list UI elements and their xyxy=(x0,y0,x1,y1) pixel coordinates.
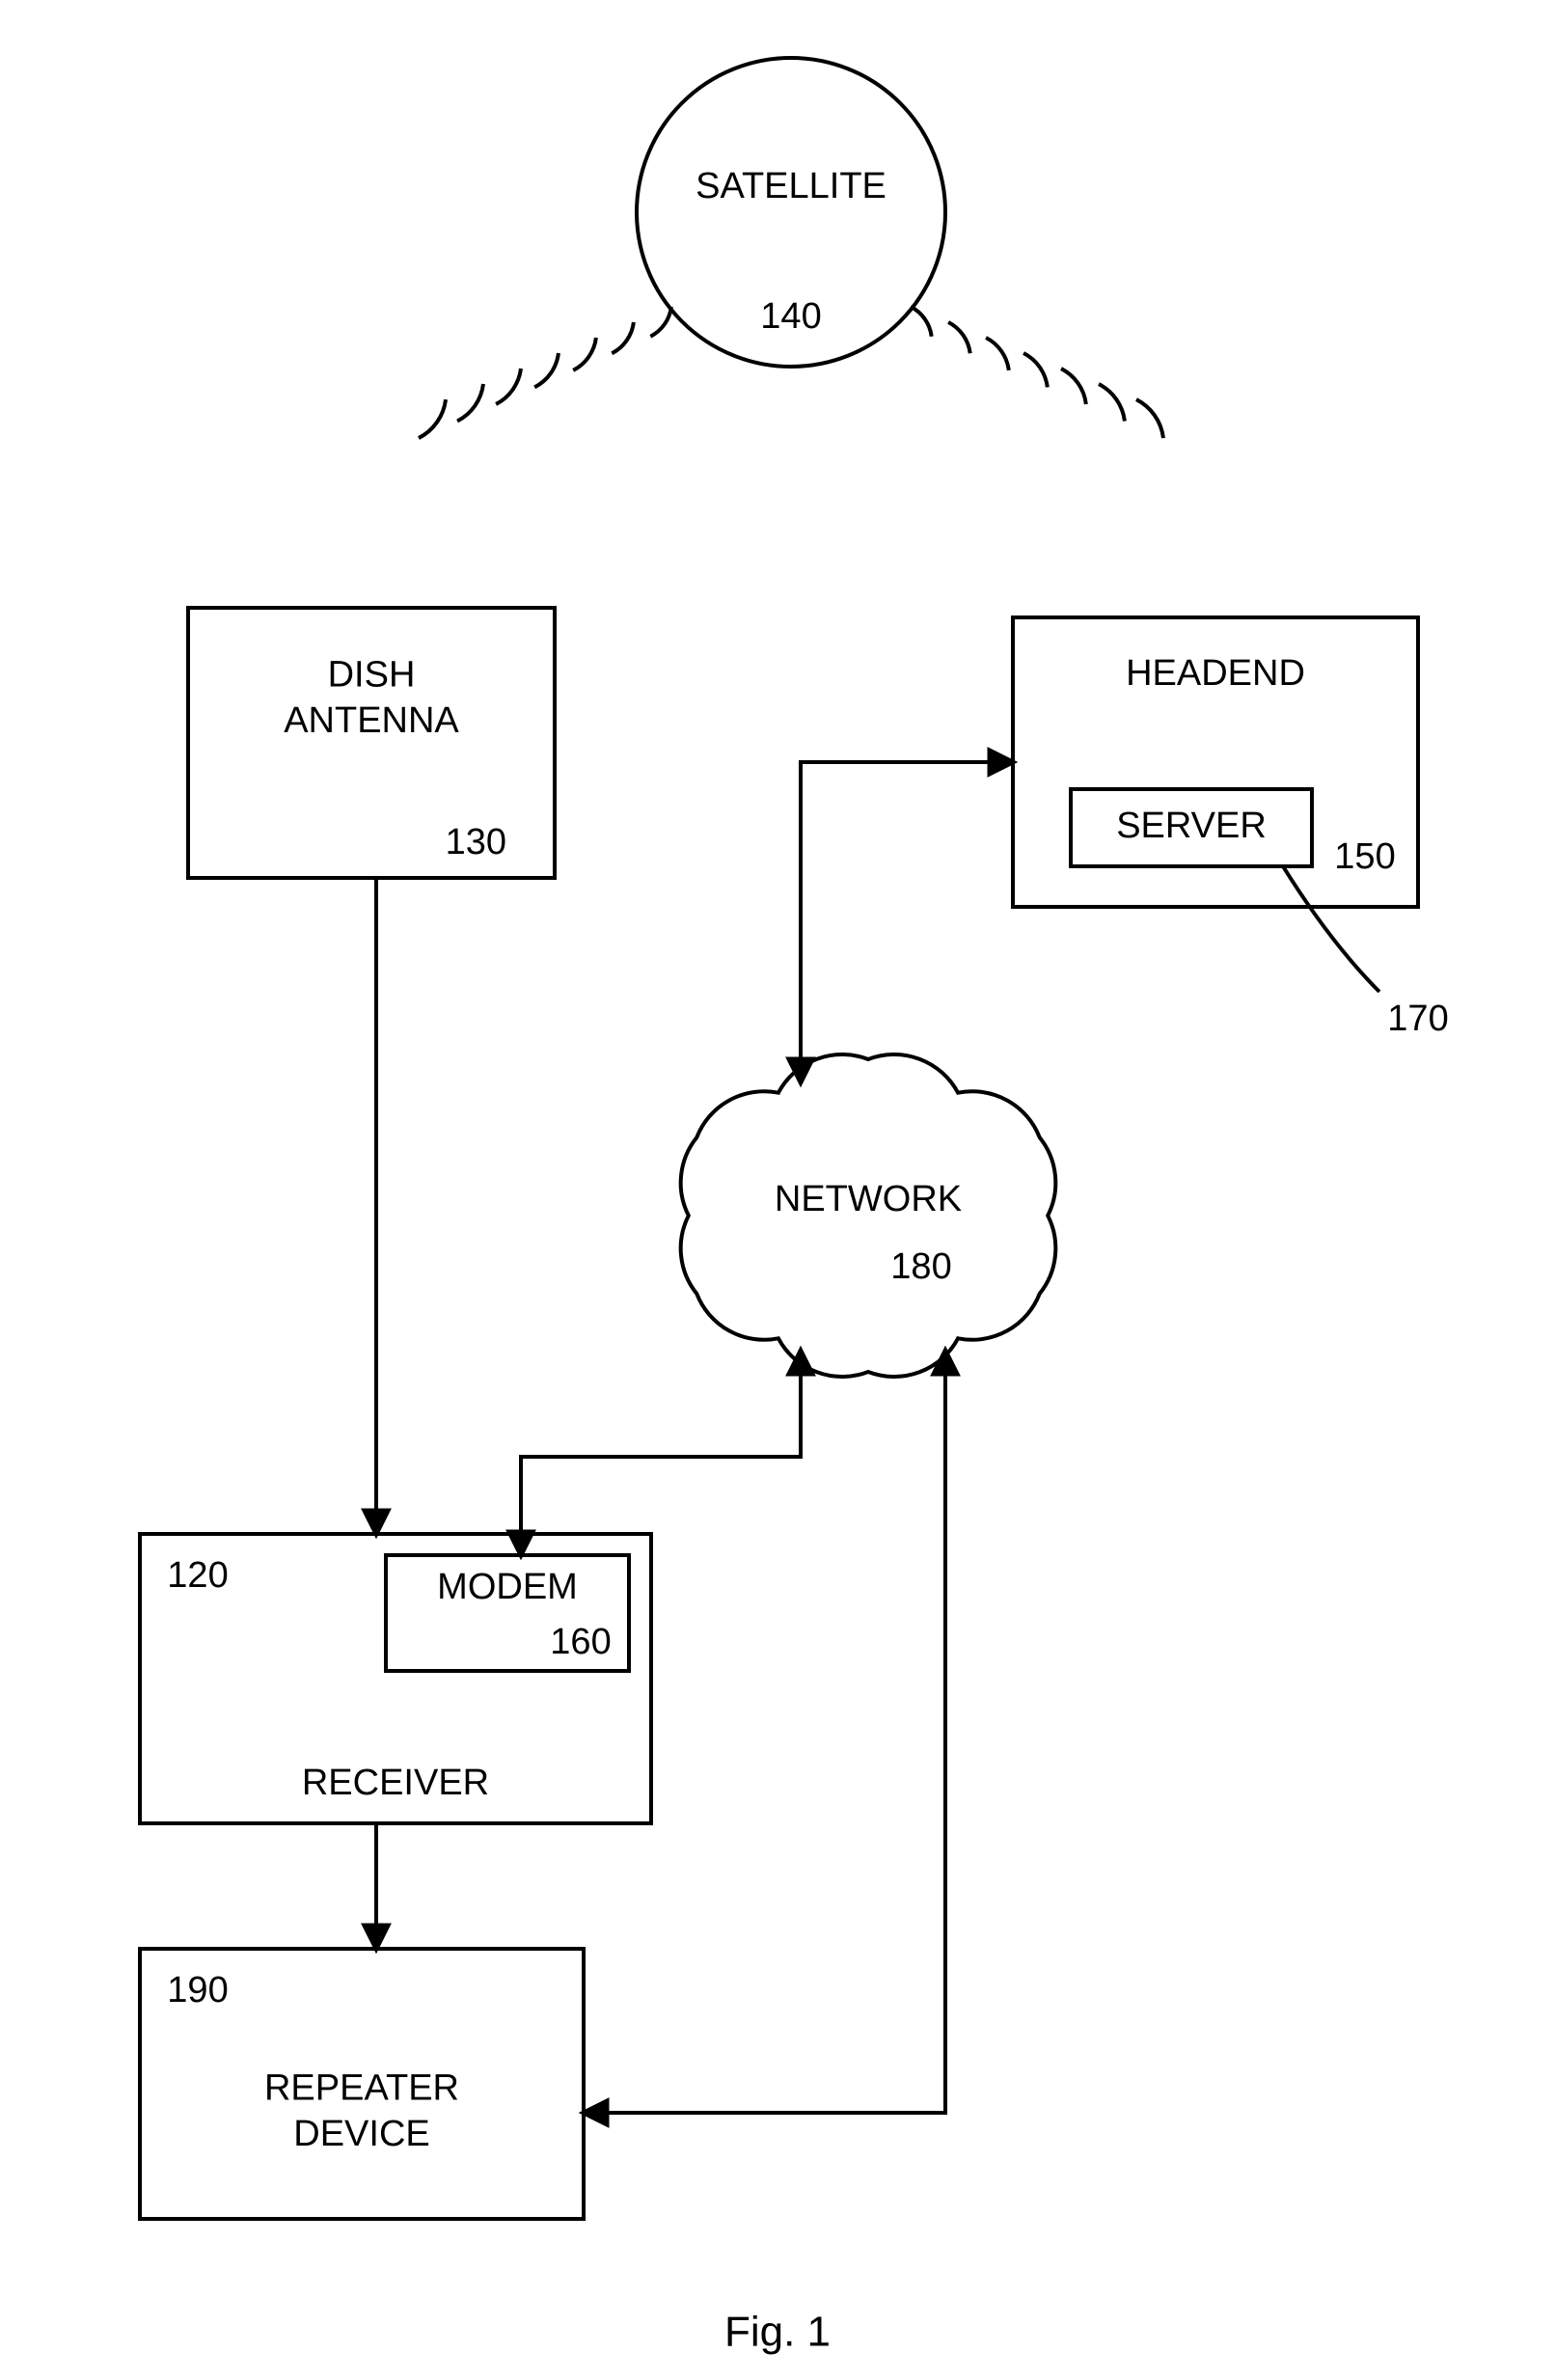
dish-number: 130 xyxy=(446,822,506,862)
network-number: 180 xyxy=(890,1246,951,1287)
dish-label: ANTENNA xyxy=(284,700,459,741)
signal-wave xyxy=(573,338,596,370)
signal-wave xyxy=(1023,353,1048,387)
signal-wave xyxy=(911,307,932,337)
receiver-label: RECEIVER xyxy=(302,1763,489,1803)
modem-number: 160 xyxy=(550,1622,611,1662)
headend-label: HEADEND xyxy=(1126,653,1305,694)
signal-wave xyxy=(534,353,559,387)
dish-label: DISH xyxy=(328,654,416,695)
signal-wave xyxy=(650,307,671,337)
repeater-label: REPEATER xyxy=(264,2067,459,2108)
repeater-number: 190 xyxy=(167,1970,228,2011)
signal-wave xyxy=(948,322,970,353)
repeater-label: DEVICE xyxy=(293,2114,429,2154)
signal-wave xyxy=(1136,399,1163,438)
edge xyxy=(521,1351,801,1555)
server-label: SERVER xyxy=(1116,806,1267,846)
network-label: NETWORK xyxy=(775,1179,962,1219)
signal-wave xyxy=(612,322,634,353)
edge xyxy=(801,762,1013,1082)
signal-wave xyxy=(457,384,483,421)
modem-label: MODEM xyxy=(437,1567,578,1607)
satellite-number: 140 xyxy=(760,296,821,337)
figure-caption: Fig. 1 xyxy=(724,2309,831,2356)
headend-number: 150 xyxy=(1334,836,1395,877)
signal-wave xyxy=(496,369,521,404)
signal-wave xyxy=(1099,384,1125,421)
signal-wave xyxy=(1061,369,1086,404)
signal-wave xyxy=(419,399,446,438)
signal-wave xyxy=(986,338,1009,370)
satellite-label: SATELLITE xyxy=(696,166,887,206)
server-callout-number: 170 xyxy=(1387,999,1448,1039)
receiver-number: 120 xyxy=(167,1555,228,1596)
